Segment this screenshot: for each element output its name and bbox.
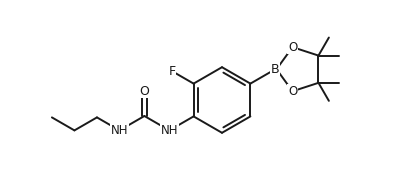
- Text: NH: NH: [111, 124, 128, 137]
- Text: B: B: [271, 63, 280, 76]
- Text: NH: NH: [161, 124, 178, 137]
- Text: O: O: [288, 85, 297, 98]
- Text: O: O: [288, 41, 297, 54]
- Text: O: O: [140, 85, 149, 98]
- Text: F: F: [168, 65, 176, 78]
